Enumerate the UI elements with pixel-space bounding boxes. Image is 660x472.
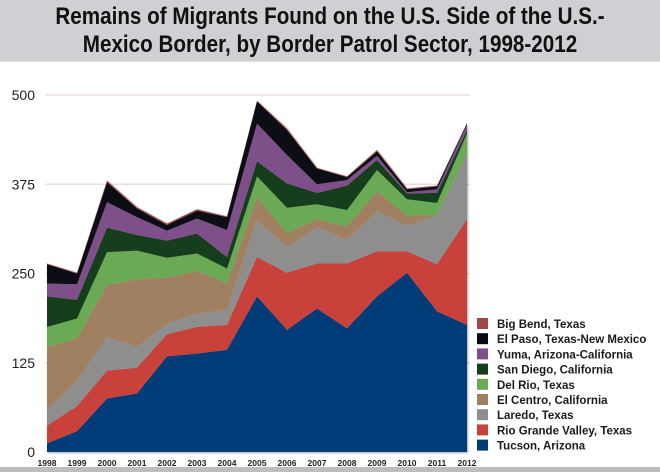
chart-title-bar: Remains of Migrants Found on the U.S. Si… xyxy=(0,0,660,62)
area-el-centro-california xyxy=(47,153,467,411)
legend-label: El Paso, Texas-New Mexico xyxy=(497,334,646,346)
legend-label: Big Bend, Texas xyxy=(497,319,586,331)
stacked-area-chart: 0 125 250 375 500 1998 1999 2000 2001 2002 2003 20… xyxy=(12,87,647,467)
x-tick-label: 1998 xyxy=(38,458,57,467)
area-rio-grande-valley-texas xyxy=(47,219,467,444)
legend-label: Laredo, Texas xyxy=(497,410,574,422)
bottom-border xyxy=(0,467,660,472)
x-tick-label: 2001 xyxy=(128,458,147,467)
x-tick-label: 2006 xyxy=(278,458,297,467)
y-tick-label: 250 xyxy=(12,266,36,282)
legend-item: San Diego, California xyxy=(477,363,613,377)
x-tick-label: 2012 xyxy=(458,458,477,467)
chart-title-line-2: Mexico Border, by Border Patrol Sector, … xyxy=(82,31,578,58)
legend-item: Big Bend, Texas xyxy=(477,318,586,331)
legend-label: Yuma, Arizona-California xyxy=(497,349,633,361)
x-tick-label: 2000 xyxy=(98,458,117,467)
y-tick-label: 125 xyxy=(12,355,36,371)
area-tucson-arizona xyxy=(47,272,467,452)
legend-swatch xyxy=(477,363,488,375)
x-tick-label: 2002 xyxy=(158,458,177,467)
area-yuma-arizona-california xyxy=(47,123,467,300)
legend-item: El Paso, Texas-New Mexico xyxy=(477,333,646,346)
legend-swatch xyxy=(477,378,488,390)
legend-swatch xyxy=(477,424,488,436)
legend-label: El Centro, California xyxy=(497,395,608,407)
legend-swatch xyxy=(477,318,488,329)
x-tick-label: 1999 xyxy=(68,458,87,467)
y-tick-label: 0 xyxy=(27,444,35,460)
area-san-diego-california xyxy=(47,129,467,328)
legend-item: Rio Grande Valley, Texas xyxy=(477,424,632,437)
x-tick-label: 2008 xyxy=(338,458,357,467)
chart-title-line-1: Remains of Migrants Found on the U.S. Si… xyxy=(55,3,605,30)
x-tick-label: 2009 xyxy=(368,458,387,467)
x-tick-label: 2010 xyxy=(398,458,417,467)
legend-item: Tucson, Arizona xyxy=(477,439,586,453)
x-tick-label: 2007 xyxy=(308,458,327,467)
legend-label: Rio Grande Valley, Texas xyxy=(497,425,632,437)
legend-label: Tucson, Arizona xyxy=(497,441,586,453)
y-tick-label: 500 xyxy=(12,87,36,103)
legend-swatch xyxy=(477,409,488,421)
legend-label: Del Rio, Texas xyxy=(497,380,575,392)
legend-item: Del Rio, Texas xyxy=(477,378,575,392)
x-tick-label: 2011 xyxy=(428,458,447,467)
legend-item: Laredo, Texas xyxy=(477,409,574,422)
x-tick-label: 2004 xyxy=(218,458,237,467)
y-tick-label: 375 xyxy=(12,176,36,192)
legend-item: El Centro, California xyxy=(477,394,608,407)
legend-swatch xyxy=(477,348,488,360)
legend-swatch xyxy=(477,439,488,451)
legend-swatch xyxy=(477,333,488,345)
legend-item: Yuma, Arizona-California xyxy=(477,348,633,361)
legend-label: San Diego, California xyxy=(497,365,613,377)
x-tick-label: 2003 xyxy=(188,458,207,467)
x-tick-label: 2005 xyxy=(248,458,267,467)
legend-swatch xyxy=(477,394,488,405)
